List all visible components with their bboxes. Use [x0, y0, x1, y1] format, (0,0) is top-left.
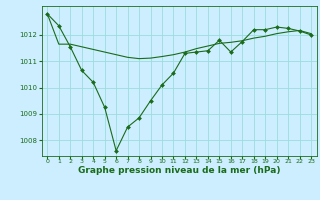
X-axis label: Graphe pression niveau de la mer (hPa): Graphe pression niveau de la mer (hPa): [78, 166, 280, 175]
